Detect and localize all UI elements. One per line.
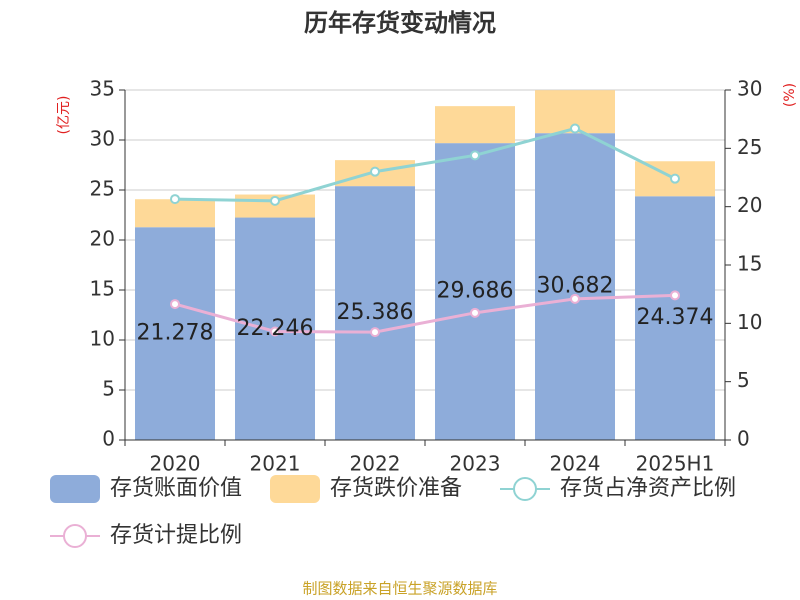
y2-tick-label: 10 [737,310,762,334]
bar [535,133,615,440]
y-tick-label: 30 [90,127,115,151]
line-point [570,293,580,304]
y2-tick-label: 30 [737,77,762,101]
value-label: 22.246 [237,316,314,341]
legend-label: 存货账面价值 [110,476,242,501]
x-tick-label: 2020 [150,452,201,476]
line-point [470,150,480,161]
legend-item: 存货账面价值 [50,475,242,503]
value-label: 30.682 [537,274,614,299]
y-tick-label: 0 [102,427,115,451]
line [174,293,676,334]
value-label: 24.374 [637,305,714,330]
legend-label: 存货计提比例 [110,523,242,548]
legend-label: 存货占净资产比例 [560,476,736,501]
bar [335,186,415,440]
value-label: 21.278 [137,321,214,346]
source-note: 制图数据来自恒生聚源数据库 [302,580,497,598]
y2-tick-label: 5 [737,368,750,392]
value-label: 29.686 [437,279,514,304]
x-tick-label: 2024 [550,452,601,476]
y-tick-label: 15 [90,277,115,301]
y-tick-label: 10 [90,327,115,351]
line-point [170,194,180,205]
bar [435,106,515,144]
line [174,126,676,203]
y2-tick-label: 15 [737,252,762,276]
x-tick-label: 2022 [350,452,401,476]
line-point [270,195,280,206]
grid [125,89,725,441]
legend-swatch [270,475,320,503]
x-tick-label: 2021 [250,452,301,476]
line-point [670,290,680,301]
line-point [270,326,280,337]
y2-tick-label: 0 [737,427,750,451]
bar [135,227,215,440]
line-point [170,299,180,310]
bar [635,196,715,440]
legend-item: 存货占净资产比例 [500,476,736,501]
y-tick-label: 5 [102,377,115,401]
y-tick-label: 20 [90,227,115,251]
legend-swatch [50,475,100,503]
y2-axis-label: (%) [782,83,798,107]
line-point [370,166,380,177]
y2-tick-label: 20 [737,193,762,217]
x-tick-label: 2025H1 [636,452,715,476]
y2-tick-label: 25 [737,135,762,159]
line-point [470,307,480,318]
y-axis-label: (亿元) [56,96,72,135]
line-point [370,327,380,338]
legend-swatch [63,524,87,548]
y-tick-label: 25 [90,177,115,201]
legend-item: 存货计提比例 [50,523,242,548]
legend-swatch [513,477,537,501]
legend-label: 存货跌价准备 [330,476,462,501]
line-point [570,123,580,134]
value-label: 25.386 [337,300,414,325]
chart-title: 历年存货变动情况 [304,9,496,37]
bar [435,143,515,440]
legend-item: 存货跌价准备 [270,475,462,503]
line-point [670,173,680,184]
y-tick-label: 35 [90,77,115,101]
x-tick-label: 2023 [450,452,501,476]
